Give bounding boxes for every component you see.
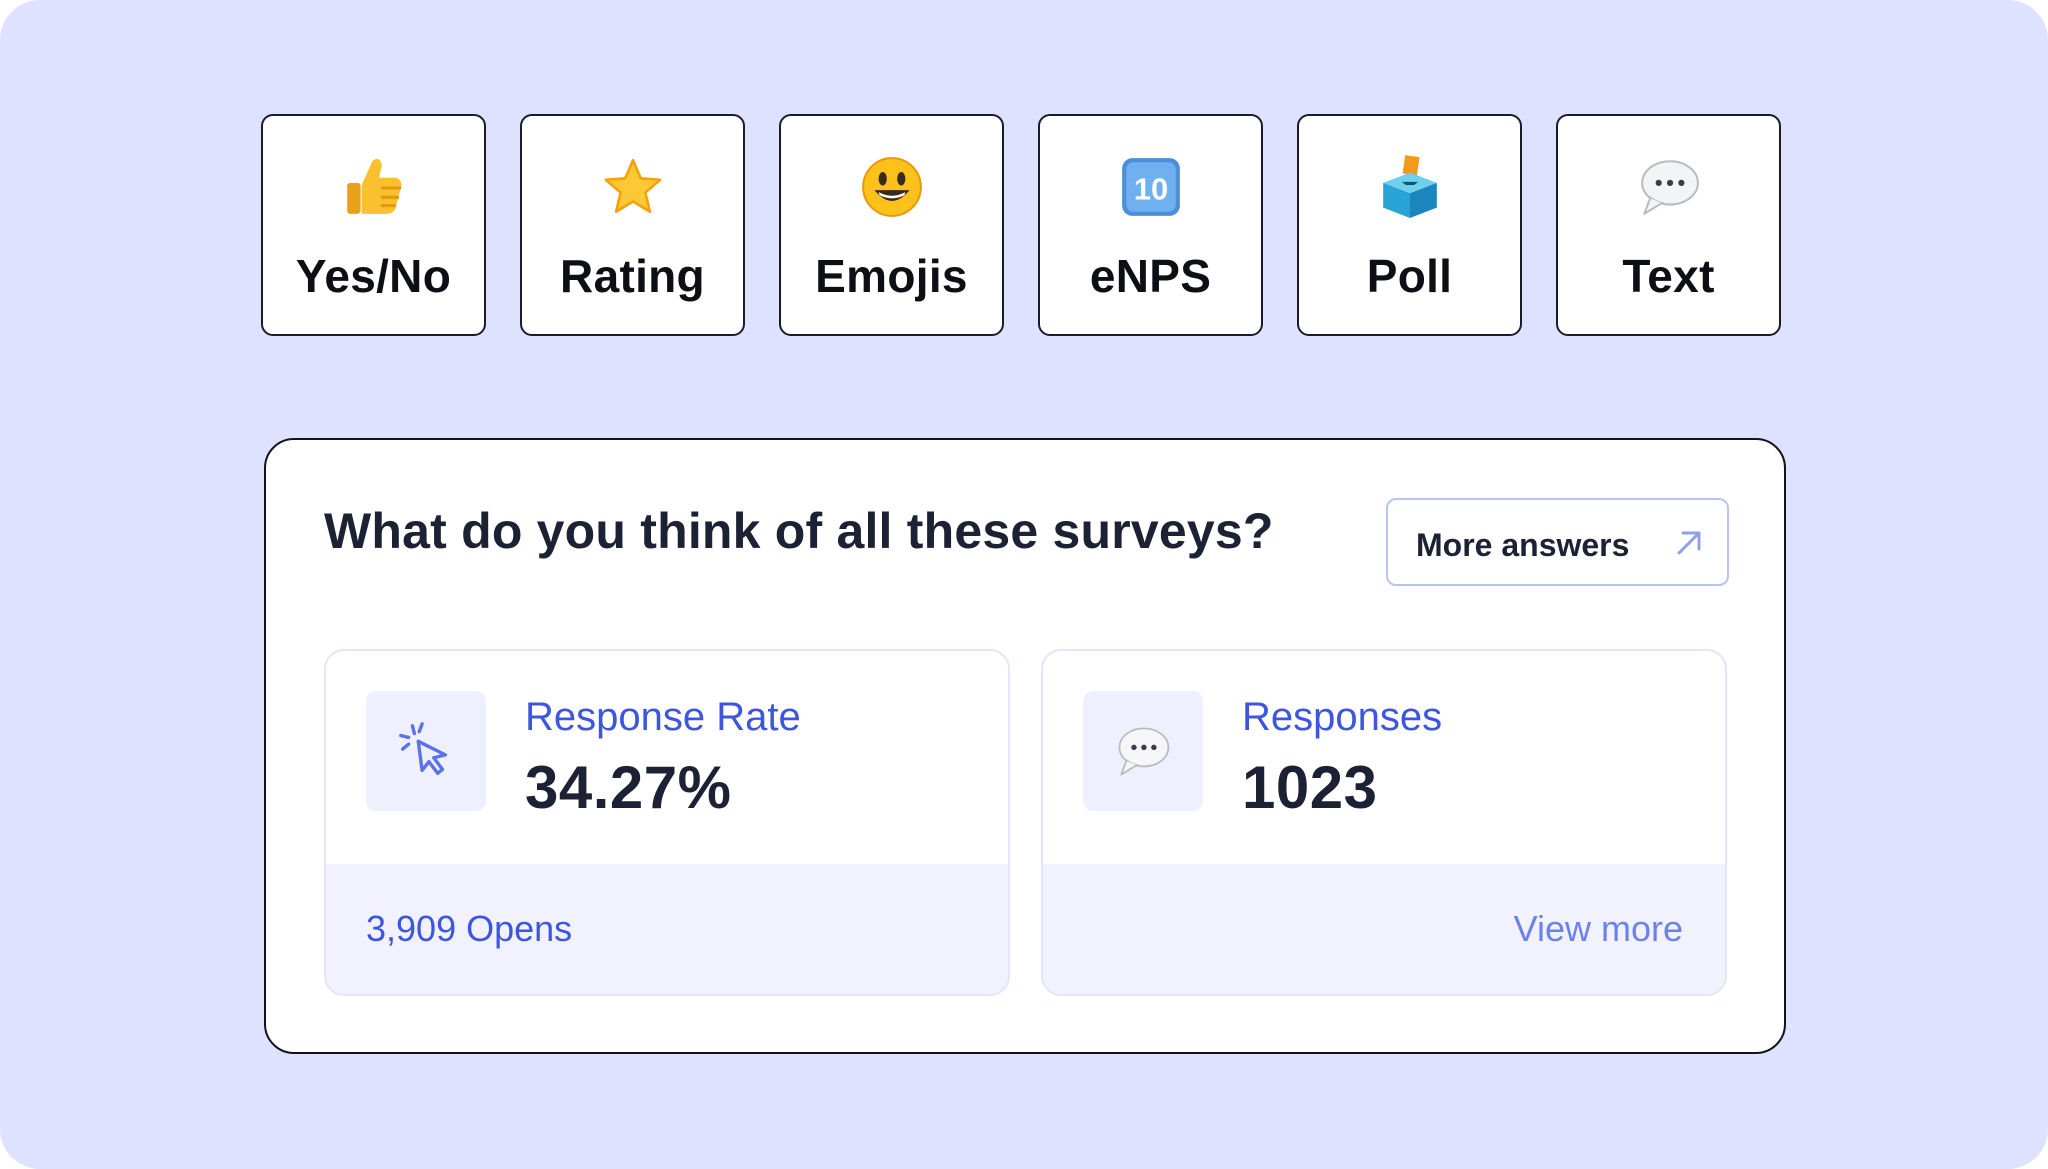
keycap-ten-icon: 10 — [1040, 154, 1261, 220]
survey-results-panel: What do you think of all these surveys? … — [264, 438, 1786, 1054]
stat-label: Response Rate — [525, 695, 801, 739]
stat-icon-box — [1083, 691, 1203, 811]
survey-type-yes-no[interactable]: Yes/No — [261, 114, 486, 336]
speech-bubble-icon — [1118, 727, 1170, 776]
view-more-link[interactable]: View more — [1513, 908, 1683, 949]
click-cursor-icon — [399, 722, 448, 775]
star-icon — [522, 154, 743, 220]
smiley-icon — [781, 154, 1002, 220]
thumbs-up-icon — [263, 154, 484, 220]
survey-type-enps[interactable]: 10 eNPS — [1038, 114, 1263, 336]
survey-question-title: What do you think of all these surveys? — [324, 503, 1274, 559]
survey-type-label: Emojis — [815, 250, 968, 302]
arrow-up-right-icon — [1677, 531, 1701, 555]
survey-type-text[interactable]: Text — [1556, 114, 1781, 336]
survey-type-poll[interactable]: Poll — [1297, 114, 1522, 336]
survey-type-label: Poll — [1366, 250, 1453, 302]
survey-type-emojis[interactable]: Emojis — [779, 114, 1004, 336]
survey-type-label: eNPS — [1089, 250, 1212, 302]
responses-card: Responses 1023 View more — [1041, 649, 1727, 996]
survey-type-label: Text — [1622, 250, 1715, 302]
survey-type-label: Yes/No — [295, 250, 452, 302]
response-rate-card: Response Rate 34.27% 3,909 Opens — [324, 649, 1010, 996]
stat-value: 34.27% — [525, 754, 732, 821]
more-answers-button[interactable]: More answers — [1386, 498, 1729, 586]
stat-value: 1023 — [1242, 754, 1378, 821]
stat-label: Responses — [1242, 695, 1443, 739]
stat-footer: View more — [1043, 864, 1725, 994]
survey-type-label: Rating — [560, 250, 705, 302]
opens-count: 3,909 Opens — [366, 908, 573, 949]
stat-icon-box — [366, 691, 486, 811]
more-answers-label: More answers — [1416, 527, 1630, 563]
stat-footer: 3,909 Opens — [326, 864, 1008, 994]
speech-bubble-icon — [1558, 154, 1779, 220]
svg-text:10: 10 — [1133, 171, 1167, 206]
survey-type-rating[interactable]: Rating — [520, 114, 745, 336]
ballot-box-icon — [1299, 154, 1520, 220]
